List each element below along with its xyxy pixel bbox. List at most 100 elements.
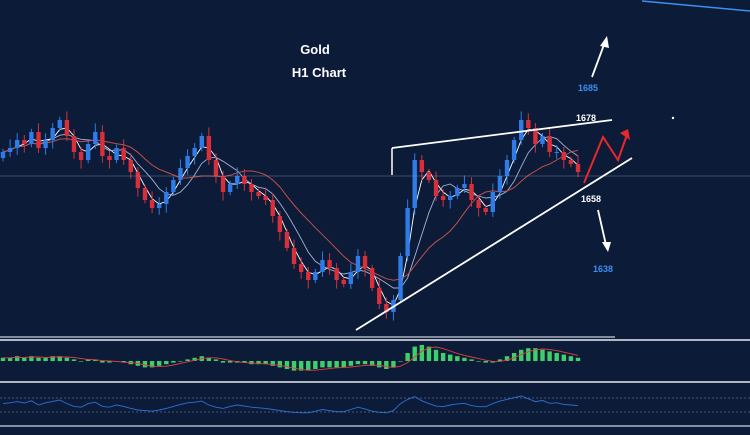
- histogram-bar: [547, 351, 552, 361]
- histogram-bar: [57, 356, 62, 361]
- level-label-1638: 1638: [593, 264, 613, 274]
- candle-body: [270, 200, 275, 216]
- candle-body: [199, 136, 204, 148]
- histogram-bar: [412, 346, 417, 361]
- candle-body: [419, 160, 425, 172]
- candle-body: [519, 120, 524, 140]
- histogram-bar: [78, 361, 84, 362]
- histogram-bar: [313, 361, 318, 369]
- candle-body: [149, 200, 155, 208]
- histogram-bar: [504, 356, 510, 361]
- candle-body: [14, 140, 20, 148]
- up-arrow-head: [600, 36, 609, 48]
- histogram-bar: [220, 361, 226, 363]
- candle-body: [100, 132, 105, 156]
- histogram-bar: [0, 357, 6, 361]
- histogram-bar: [526, 348, 531, 361]
- candle-body: [298, 264, 304, 272]
- candle-body: [327, 260, 332, 268]
- candle-body: [242, 176, 247, 184]
- candle-body: [7, 148, 13, 152]
- histogram-bar: [320, 361, 325, 368]
- candle-body: [284, 232, 290, 248]
- candle-body: [142, 188, 148, 200]
- histogram-bar: [355, 361, 361, 365]
- candle-body: [334, 268, 339, 280]
- candle-body: [36, 132, 41, 148]
- ma-slow-line: [2, 138, 579, 281]
- up-arrow: [591, 41, 606, 78]
- histogram-bar: [192, 357, 197, 361]
- marker-dot: [671, 116, 675, 120]
- histogram-bar: [178, 361, 183, 362]
- histogram-bar: [14, 356, 20, 361]
- histogram-bar: [29, 356, 34, 361]
- histogram-bar: [227, 361, 233, 363]
- histogram-bar: [149, 361, 155, 368]
- candle-body: [50, 128, 55, 140]
- candle-body: [526, 120, 531, 128]
- histogram-bar: [476, 361, 481, 362]
- histogram-bar: [36, 357, 41, 361]
- candle-body: [291, 248, 297, 264]
- signal-line: [3, 346, 579, 371]
- candle-body: [178, 168, 183, 180]
- histogram-bar: [277, 361, 283, 368]
- candle-body: [185, 156, 190, 168]
- candle-body: [469, 184, 474, 200]
- histogram-bar: [519, 349, 524, 361]
- histogram-bar: [85, 359, 91, 361]
- moving-averages: [2, 127, 579, 306]
- histogram-bar: [22, 357, 27, 361]
- histogram-bar: [377, 361, 382, 368]
- histogram-bar: [213, 359, 219, 361]
- candle-body: [440, 196, 446, 200]
- candle-body: [164, 192, 169, 204]
- histogram-bar: [455, 356, 460, 361]
- candle-body: [57, 120, 62, 128]
- histogram-bar: [511, 353, 517, 361]
- candles: [0, 111, 581, 321]
- upper-trendline: [391, 119, 613, 149]
- candle-body: [533, 128, 538, 144]
- candle-body: [192, 148, 197, 156]
- candle-body: [448, 196, 453, 200]
- histogram-bar: [341, 361, 346, 368]
- histogram-bar: [164, 361, 169, 365]
- histogram-bar: [50, 356, 55, 361]
- histogram-bar: [334, 361, 339, 368]
- histogram-bar: [533, 348, 538, 361]
- histogram-bar: [462, 357, 467, 361]
- candle-body: [483, 208, 488, 212]
- histogram-bar: [398, 361, 403, 362]
- candle-body: [249, 184, 254, 192]
- candle-body: [213, 160, 219, 176]
- histogram-bar: [426, 346, 432, 361]
- candle-body: [171, 180, 176, 192]
- histogram-bar: [242, 361, 247, 363]
- histogram-bar: [483, 361, 488, 363]
- histogram-bar: [391, 361, 396, 368]
- histogram-bar: [348, 361, 354, 366]
- histogram-bar: [448, 354, 453, 361]
- histogram-bar: [405, 353, 410, 361]
- candle-body: [369, 268, 375, 288]
- histogram-bar: [284, 361, 290, 369]
- histogram-bar: [369, 361, 375, 366]
- candle-body: [156, 204, 162, 208]
- histogram-bar: [362, 361, 368, 365]
- oscillator-line: [2, 395, 579, 414]
- histogram-bar: [554, 353, 559, 361]
- histogram-bar: [384, 361, 389, 369]
- candle-body: [554, 152, 559, 153]
- candle-body: [377, 288, 382, 304]
- offchart-trendline: [641, 0, 750, 12]
- histogram-bar: [540, 349, 545, 361]
- candle-body: [412, 160, 417, 208]
- indicator-panels: [0, 345, 581, 414]
- candle-body: [568, 160, 574, 164]
- candle-body: [93, 132, 98, 144]
- candle-body: [362, 256, 368, 268]
- histogram-bar: [206, 357, 212, 361]
